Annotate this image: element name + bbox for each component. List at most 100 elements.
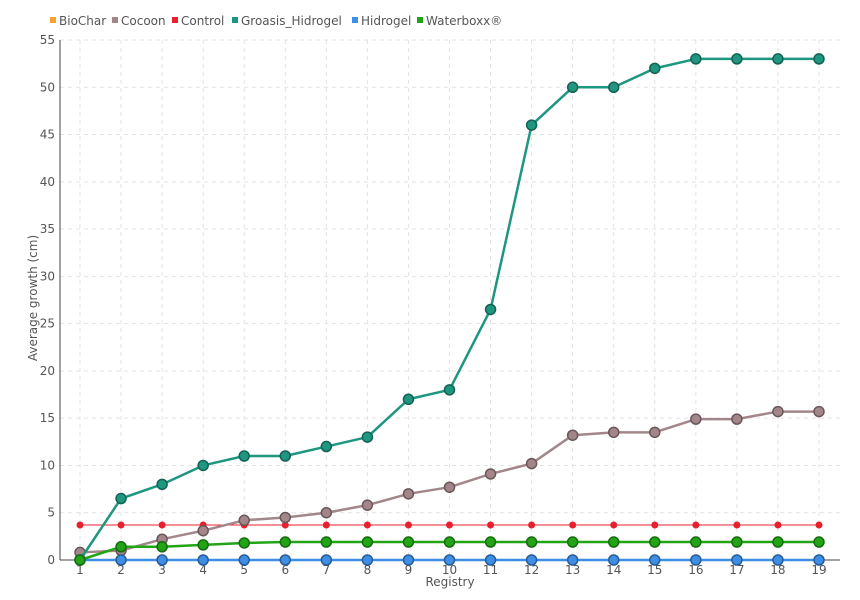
- x-tick-label: 19: [811, 563, 826, 577]
- series-groasis-hidrogel: [74, 53, 825, 566]
- legend-item-control: Control: [172, 14, 224, 28]
- data-point-hidrogel: [320, 554, 333, 566]
- series-control: [76, 521, 823, 529]
- x-tick-label: 9: [405, 563, 413, 577]
- data-point-control: [322, 521, 330, 529]
- series-lines: [74, 53, 825, 566]
- data-point-control: [281, 521, 289, 529]
- data-point-cocoon: [279, 511, 292, 524]
- y-tick-label: 40: [40, 175, 55, 189]
- x-tick-label: 1: [76, 563, 84, 577]
- data-point-hidrogel: [566, 554, 579, 566]
- data-point-control: [487, 521, 495, 529]
- data-point-control: [774, 521, 782, 529]
- y-tick-label: 45: [40, 128, 55, 142]
- data-point-cocoon: [443, 481, 456, 493]
- x-tick-label: 8: [364, 563, 372, 577]
- y-tick-label: 15: [40, 411, 55, 425]
- legend-item-biochar: BioChar: [50, 14, 106, 28]
- data-point-cocoon: [607, 426, 620, 439]
- data-point-hidrogel: [238, 554, 250, 566]
- data-point-waterboxx: [197, 539, 209, 551]
- y-tick-label: 20: [40, 364, 55, 378]
- data-point-waterboxx: [361, 536, 374, 548]
- data-point-groasis-hidrogel: [566, 81, 579, 94]
- data-point-waterboxx: [731, 536, 743, 548]
- legend-item-groasis-hidrogel: Groasis_Hidrogel: [232, 14, 342, 28]
- data-point-waterboxx: [156, 541, 168, 553]
- y-tick-label: 55: [40, 33, 55, 47]
- x-tick-label: 6: [281, 563, 289, 577]
- legend: BioChar Cocoon Control Groasis_Hidrogel Hidr…: [50, 14, 502, 28]
- data-point-cocoon: [238, 514, 250, 527]
- data-point-hidrogel: [279, 554, 292, 566]
- data-point-control: [815, 521, 823, 529]
- legend-label-biochar: BioChar: [59, 14, 106, 28]
- data-point-waterboxx: [649, 536, 661, 548]
- y-tick-label: 30: [40, 269, 55, 283]
- data-point-waterboxx: [566, 536, 579, 548]
- legend-swatch-control: [172, 17, 178, 23]
- legend-swatch-biochar: [50, 17, 56, 23]
- legend-label-control: Control: [181, 14, 224, 28]
- legend-swatch-waterboxx: [417, 17, 423, 23]
- legend-label-waterboxx: Waterboxx®: [426, 14, 502, 28]
- data-point-groasis-hidrogel: [607, 81, 620, 94]
- data-point-hidrogel: [484, 554, 497, 566]
- data-point-cocoon: [402, 488, 415, 500]
- data-point-groasis-hidrogel: [279, 450, 292, 462]
- data-point-groasis-hidrogel: [649, 62, 661, 75]
- data-point-groasis-hidrogel: [731, 53, 743, 65]
- legend-swatch-hidrogel: [352, 17, 358, 23]
- data-point-control: [528, 521, 536, 529]
- data-point-cocoon: [566, 429, 579, 441]
- legend-label-hidrogel: Hidrogel: [361, 14, 411, 28]
- data-point-groasis-hidrogel: [156, 478, 168, 491]
- data-point-control: [158, 521, 166, 529]
- data-point-groasis-hidrogel: [772, 53, 784, 65]
- data-point-groasis-hidrogel: [402, 393, 415, 406]
- x-tick-label: 4: [199, 563, 207, 577]
- data-point-hidrogel: [772, 554, 784, 566]
- x-tick-label: 11: [483, 563, 498, 577]
- data-point-groasis-hidrogel: [690, 53, 702, 65]
- data-point-hidrogel: [156, 554, 168, 566]
- legend-item-waterboxx: Waterboxx®: [417, 14, 502, 28]
- data-point-groasis-hidrogel: [361, 431, 374, 443]
- legend-swatch-cocoon: [112, 17, 118, 23]
- data-point-groasis-hidrogel: [115, 492, 127, 505]
- data-point-control: [363, 521, 371, 529]
- data-point-control: [117, 521, 125, 529]
- data-point-groasis-hidrogel: [197, 459, 209, 472]
- data-point-hidrogel: [690, 554, 702, 566]
- data-point-hidrogel: [115, 554, 127, 566]
- data-point-cocoon: [731, 413, 743, 425]
- data-point-cocoon: [649, 426, 661, 439]
- y-axis-title: Average growth (cm): [26, 235, 40, 361]
- data-point-control: [733, 521, 741, 529]
- data-point-hidrogel: [525, 554, 538, 566]
- data-point-cocoon: [320, 506, 333, 519]
- legend-label-cocoon: Cocoon: [121, 14, 166, 28]
- data-point-control: [76, 521, 84, 529]
- data-point-cocoon: [813, 405, 825, 418]
- y-tick-label: 10: [40, 458, 55, 472]
- data-point-hidrogel: [813, 554, 825, 566]
- series-cocoon: [74, 405, 825, 559]
- data-point-waterboxx: [402, 536, 415, 548]
- legend-item-hidrogel: Hidrogel: [352, 14, 411, 28]
- x-tick-label: 18: [770, 563, 785, 577]
- data-point-groasis-hidrogel: [320, 440, 333, 453]
- data-point-control: [610, 521, 618, 529]
- data-point-waterboxx: [320, 536, 333, 548]
- data-point-waterboxx: [238, 537, 250, 549]
- data-point-control: [569, 521, 577, 529]
- data-point-groasis-hidrogel: [813, 53, 825, 65]
- legend-swatch-groasis-hidrogel: [232, 17, 238, 23]
- x-tick-label: 14: [606, 563, 621, 577]
- data-point-control: [404, 521, 412, 529]
- data-point-waterboxx: [74, 554, 86, 566]
